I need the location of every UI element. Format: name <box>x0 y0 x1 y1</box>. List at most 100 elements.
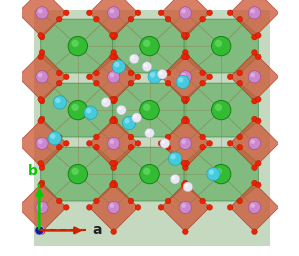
Circle shape <box>200 144 205 150</box>
Circle shape <box>112 33 118 38</box>
Circle shape <box>135 10 141 16</box>
Circle shape <box>131 56 135 59</box>
Circle shape <box>111 50 117 55</box>
Circle shape <box>128 198 134 204</box>
Circle shape <box>211 36 231 56</box>
Circle shape <box>150 72 155 78</box>
Circle shape <box>38 182 44 188</box>
Circle shape <box>165 134 171 140</box>
Circle shape <box>140 36 159 56</box>
Circle shape <box>48 132 61 145</box>
Circle shape <box>181 118 187 124</box>
Circle shape <box>252 116 257 122</box>
Circle shape <box>143 104 150 111</box>
Circle shape <box>38 139 42 144</box>
Polygon shape <box>112 147 187 201</box>
Circle shape <box>237 134 242 140</box>
Circle shape <box>112 161 118 166</box>
Circle shape <box>94 80 99 86</box>
Circle shape <box>124 118 130 124</box>
Circle shape <box>84 106 97 119</box>
Circle shape <box>129 54 139 64</box>
Circle shape <box>207 167 220 181</box>
Circle shape <box>68 100 88 120</box>
Circle shape <box>108 7 120 19</box>
Circle shape <box>128 134 134 140</box>
Circle shape <box>215 168 222 175</box>
Circle shape <box>94 198 99 204</box>
Circle shape <box>227 141 233 146</box>
Circle shape <box>207 74 213 80</box>
Polygon shape <box>184 19 258 73</box>
Circle shape <box>144 63 147 67</box>
Circle shape <box>36 137 48 150</box>
Circle shape <box>112 97 118 102</box>
Polygon shape <box>18 119 66 168</box>
Circle shape <box>36 7 48 19</box>
Polygon shape <box>18 52 66 101</box>
Circle shape <box>110 203 114 208</box>
Circle shape <box>109 118 115 124</box>
Circle shape <box>211 164 231 184</box>
Circle shape <box>103 99 106 103</box>
Circle shape <box>57 144 62 150</box>
Circle shape <box>252 50 257 55</box>
Circle shape <box>63 205 69 210</box>
Circle shape <box>109 182 115 188</box>
Circle shape <box>181 139 186 144</box>
Circle shape <box>165 198 171 204</box>
Circle shape <box>255 54 261 60</box>
Circle shape <box>179 7 191 19</box>
Circle shape <box>237 80 242 86</box>
Circle shape <box>86 10 92 16</box>
Circle shape <box>140 164 159 184</box>
Circle shape <box>39 98 45 104</box>
Circle shape <box>184 33 190 38</box>
Polygon shape <box>161 183 210 232</box>
Circle shape <box>252 98 257 104</box>
Circle shape <box>36 201 48 214</box>
Circle shape <box>227 10 233 16</box>
Polygon shape <box>184 83 258 137</box>
Circle shape <box>227 205 233 210</box>
Circle shape <box>179 71 191 83</box>
Circle shape <box>158 205 164 210</box>
Circle shape <box>184 182 190 188</box>
Circle shape <box>237 70 242 76</box>
Circle shape <box>172 176 176 180</box>
Circle shape <box>182 180 188 186</box>
Circle shape <box>71 168 79 175</box>
Circle shape <box>111 34 117 40</box>
Circle shape <box>252 229 257 234</box>
Circle shape <box>94 70 99 76</box>
Circle shape <box>200 70 205 76</box>
Circle shape <box>209 169 214 175</box>
Circle shape <box>55 98 61 103</box>
Circle shape <box>111 180 117 186</box>
Polygon shape <box>41 147 115 201</box>
Circle shape <box>111 98 117 104</box>
Circle shape <box>38 97 44 102</box>
Circle shape <box>255 182 261 188</box>
Circle shape <box>108 71 120 83</box>
Circle shape <box>117 105 126 115</box>
Circle shape <box>86 74 92 80</box>
Circle shape <box>182 50 188 55</box>
Circle shape <box>200 16 205 22</box>
Circle shape <box>143 40 150 47</box>
Circle shape <box>53 96 67 109</box>
Circle shape <box>182 34 188 40</box>
Circle shape <box>252 34 257 40</box>
Circle shape <box>182 116 188 122</box>
Circle shape <box>140 100 159 120</box>
Circle shape <box>165 16 171 22</box>
Circle shape <box>109 161 115 166</box>
Circle shape <box>38 33 44 38</box>
Circle shape <box>68 36 88 56</box>
Circle shape <box>94 144 99 150</box>
Circle shape <box>57 16 62 22</box>
Circle shape <box>248 137 261 150</box>
Circle shape <box>248 71 261 83</box>
Circle shape <box>110 73 114 77</box>
Circle shape <box>179 137 191 150</box>
